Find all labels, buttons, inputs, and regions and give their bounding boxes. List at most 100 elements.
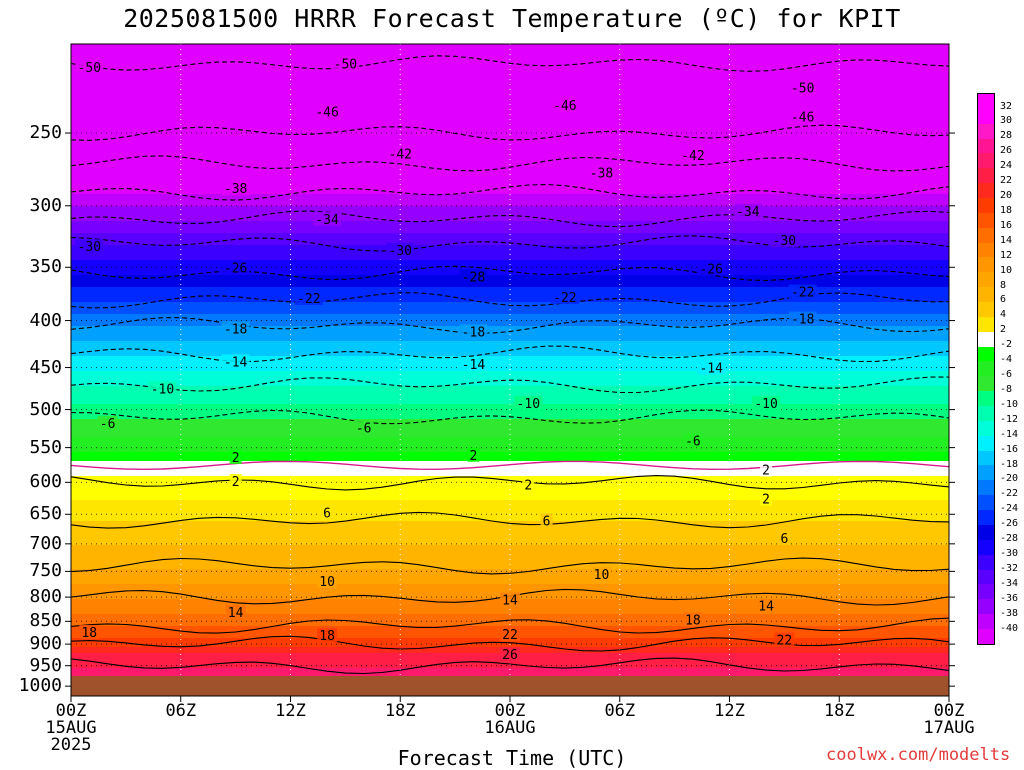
isotherm-label-bg xyxy=(778,531,791,546)
isotherm-label-bg xyxy=(500,627,520,642)
colorbar-label: -30 xyxy=(1000,548,1019,559)
colorbar-label: -36 xyxy=(1000,592,1019,604)
temperature-band xyxy=(71,590,949,594)
axis-ticks xyxy=(65,132,955,702)
ground-below-surface xyxy=(71,676,949,696)
isotherm-line xyxy=(71,617,949,634)
temperature-band xyxy=(71,176,949,180)
temperature-band xyxy=(71,617,949,621)
colorbar-swatch xyxy=(978,539,994,555)
temperature-band xyxy=(71,374,949,378)
y-tick-label: 550 xyxy=(29,436,62,458)
temperature-band xyxy=(71,281,949,285)
colorbar-label: -40 xyxy=(1000,622,1019,634)
colorbar-swatch xyxy=(978,212,994,228)
freezing-level-line xyxy=(71,460,949,471)
isotherm-label-bg xyxy=(788,109,817,124)
x-tick-label: 06Z xyxy=(165,701,197,721)
colorbar-swatch xyxy=(978,465,994,481)
colorbar-label: -16 xyxy=(1000,443,1019,455)
temperature-band xyxy=(71,434,949,438)
colorbar-label: 26 xyxy=(1000,145,1013,157)
isotherm-label: -30 xyxy=(78,240,101,255)
temperature-band xyxy=(71,326,949,330)
temperature-band xyxy=(71,464,949,468)
temperature-band xyxy=(71,74,949,78)
isotherm-label: 2 xyxy=(762,463,770,478)
y-tick-label: 950 xyxy=(29,654,62,676)
isotherm-label: 10 xyxy=(319,575,335,590)
colorbar-label: 18 xyxy=(1000,204,1013,216)
isotherm-label: -28 xyxy=(462,270,485,285)
temperature-band xyxy=(71,182,949,186)
temperature-band xyxy=(71,467,949,471)
temperature-band xyxy=(71,236,949,240)
temperature-band xyxy=(71,140,949,144)
colorbar-swatch xyxy=(978,361,994,377)
temperature-band xyxy=(71,245,949,249)
isotherm-label: 2 xyxy=(232,475,240,490)
colorbar-swatch xyxy=(978,628,994,644)
temperature-band xyxy=(71,170,949,174)
isotherm-label: -10 xyxy=(151,382,174,397)
colorbar-label: -26 xyxy=(1000,518,1019,530)
isotherm-label-bg xyxy=(678,147,707,162)
isotherm-label-bg xyxy=(221,354,250,369)
colorbar-label: 28 xyxy=(1000,130,1013,142)
temperature-band xyxy=(71,131,949,135)
isotherm-label: 22 xyxy=(502,628,518,643)
temperature-band xyxy=(71,431,949,435)
y-tick-label: 250 xyxy=(29,122,62,143)
y-tick-label: 800 xyxy=(29,586,62,608)
temperature-band xyxy=(71,320,949,324)
temperature-band xyxy=(71,380,949,384)
colorbar-swatch xyxy=(978,435,994,451)
temperature-band xyxy=(71,272,949,276)
temperature-band xyxy=(71,530,949,534)
colorbar-swatch xyxy=(978,198,994,213)
temperature-band xyxy=(71,137,949,141)
isotherm-line xyxy=(71,155,949,172)
isotherm-label: -30 xyxy=(773,234,796,249)
x-tick-label: 2025 xyxy=(50,735,92,755)
isotherm-label-bg xyxy=(75,239,104,254)
temperature-band xyxy=(71,179,949,183)
temperature-band xyxy=(71,506,949,510)
isotherm-label-bg xyxy=(591,567,612,582)
temperature-band xyxy=(71,305,949,309)
isotherm-label: 14 xyxy=(228,606,244,621)
isotherm-label-bg xyxy=(353,420,374,435)
colorbar-swatch xyxy=(978,376,994,392)
isotherm-label: -42 xyxy=(389,147,412,162)
isotherm-label-bg xyxy=(459,356,488,371)
isotherm-label: -46 xyxy=(315,106,338,121)
temperature-band xyxy=(71,509,949,513)
temperature-band xyxy=(71,395,949,399)
temperature-band xyxy=(71,161,949,165)
colorbar-swatch xyxy=(978,495,994,511)
temperature-band xyxy=(71,344,949,348)
isotherm-label: -38 xyxy=(590,167,613,182)
temperature-band xyxy=(71,260,949,264)
temperature-band xyxy=(71,95,949,99)
temperature-band xyxy=(71,359,949,363)
isotherm-line xyxy=(71,557,949,575)
temperature-band xyxy=(71,317,949,321)
chart-title: 2025081500 HRRR Forecast Temperature (ºC… xyxy=(123,4,901,33)
isotherm-label-bg xyxy=(500,592,520,607)
isotherm-label: -14 xyxy=(224,355,248,370)
temperature-band xyxy=(71,197,949,201)
temperature-band xyxy=(71,452,949,456)
isotherm-label: -30 xyxy=(389,244,412,259)
isotherm-label-bg xyxy=(788,311,817,326)
isotherm-label-bg xyxy=(459,324,488,339)
temperature-band xyxy=(71,212,949,216)
temperature-band xyxy=(71,476,949,480)
temperature-band xyxy=(71,560,949,564)
colorbar-label: 6 xyxy=(1000,294,1007,306)
temperature-band xyxy=(71,134,949,138)
temperature-band xyxy=(71,365,949,369)
temperature-band xyxy=(71,56,949,60)
isotherm-label-bg xyxy=(587,165,616,180)
colorbar-label: -38 xyxy=(1000,607,1019,619)
